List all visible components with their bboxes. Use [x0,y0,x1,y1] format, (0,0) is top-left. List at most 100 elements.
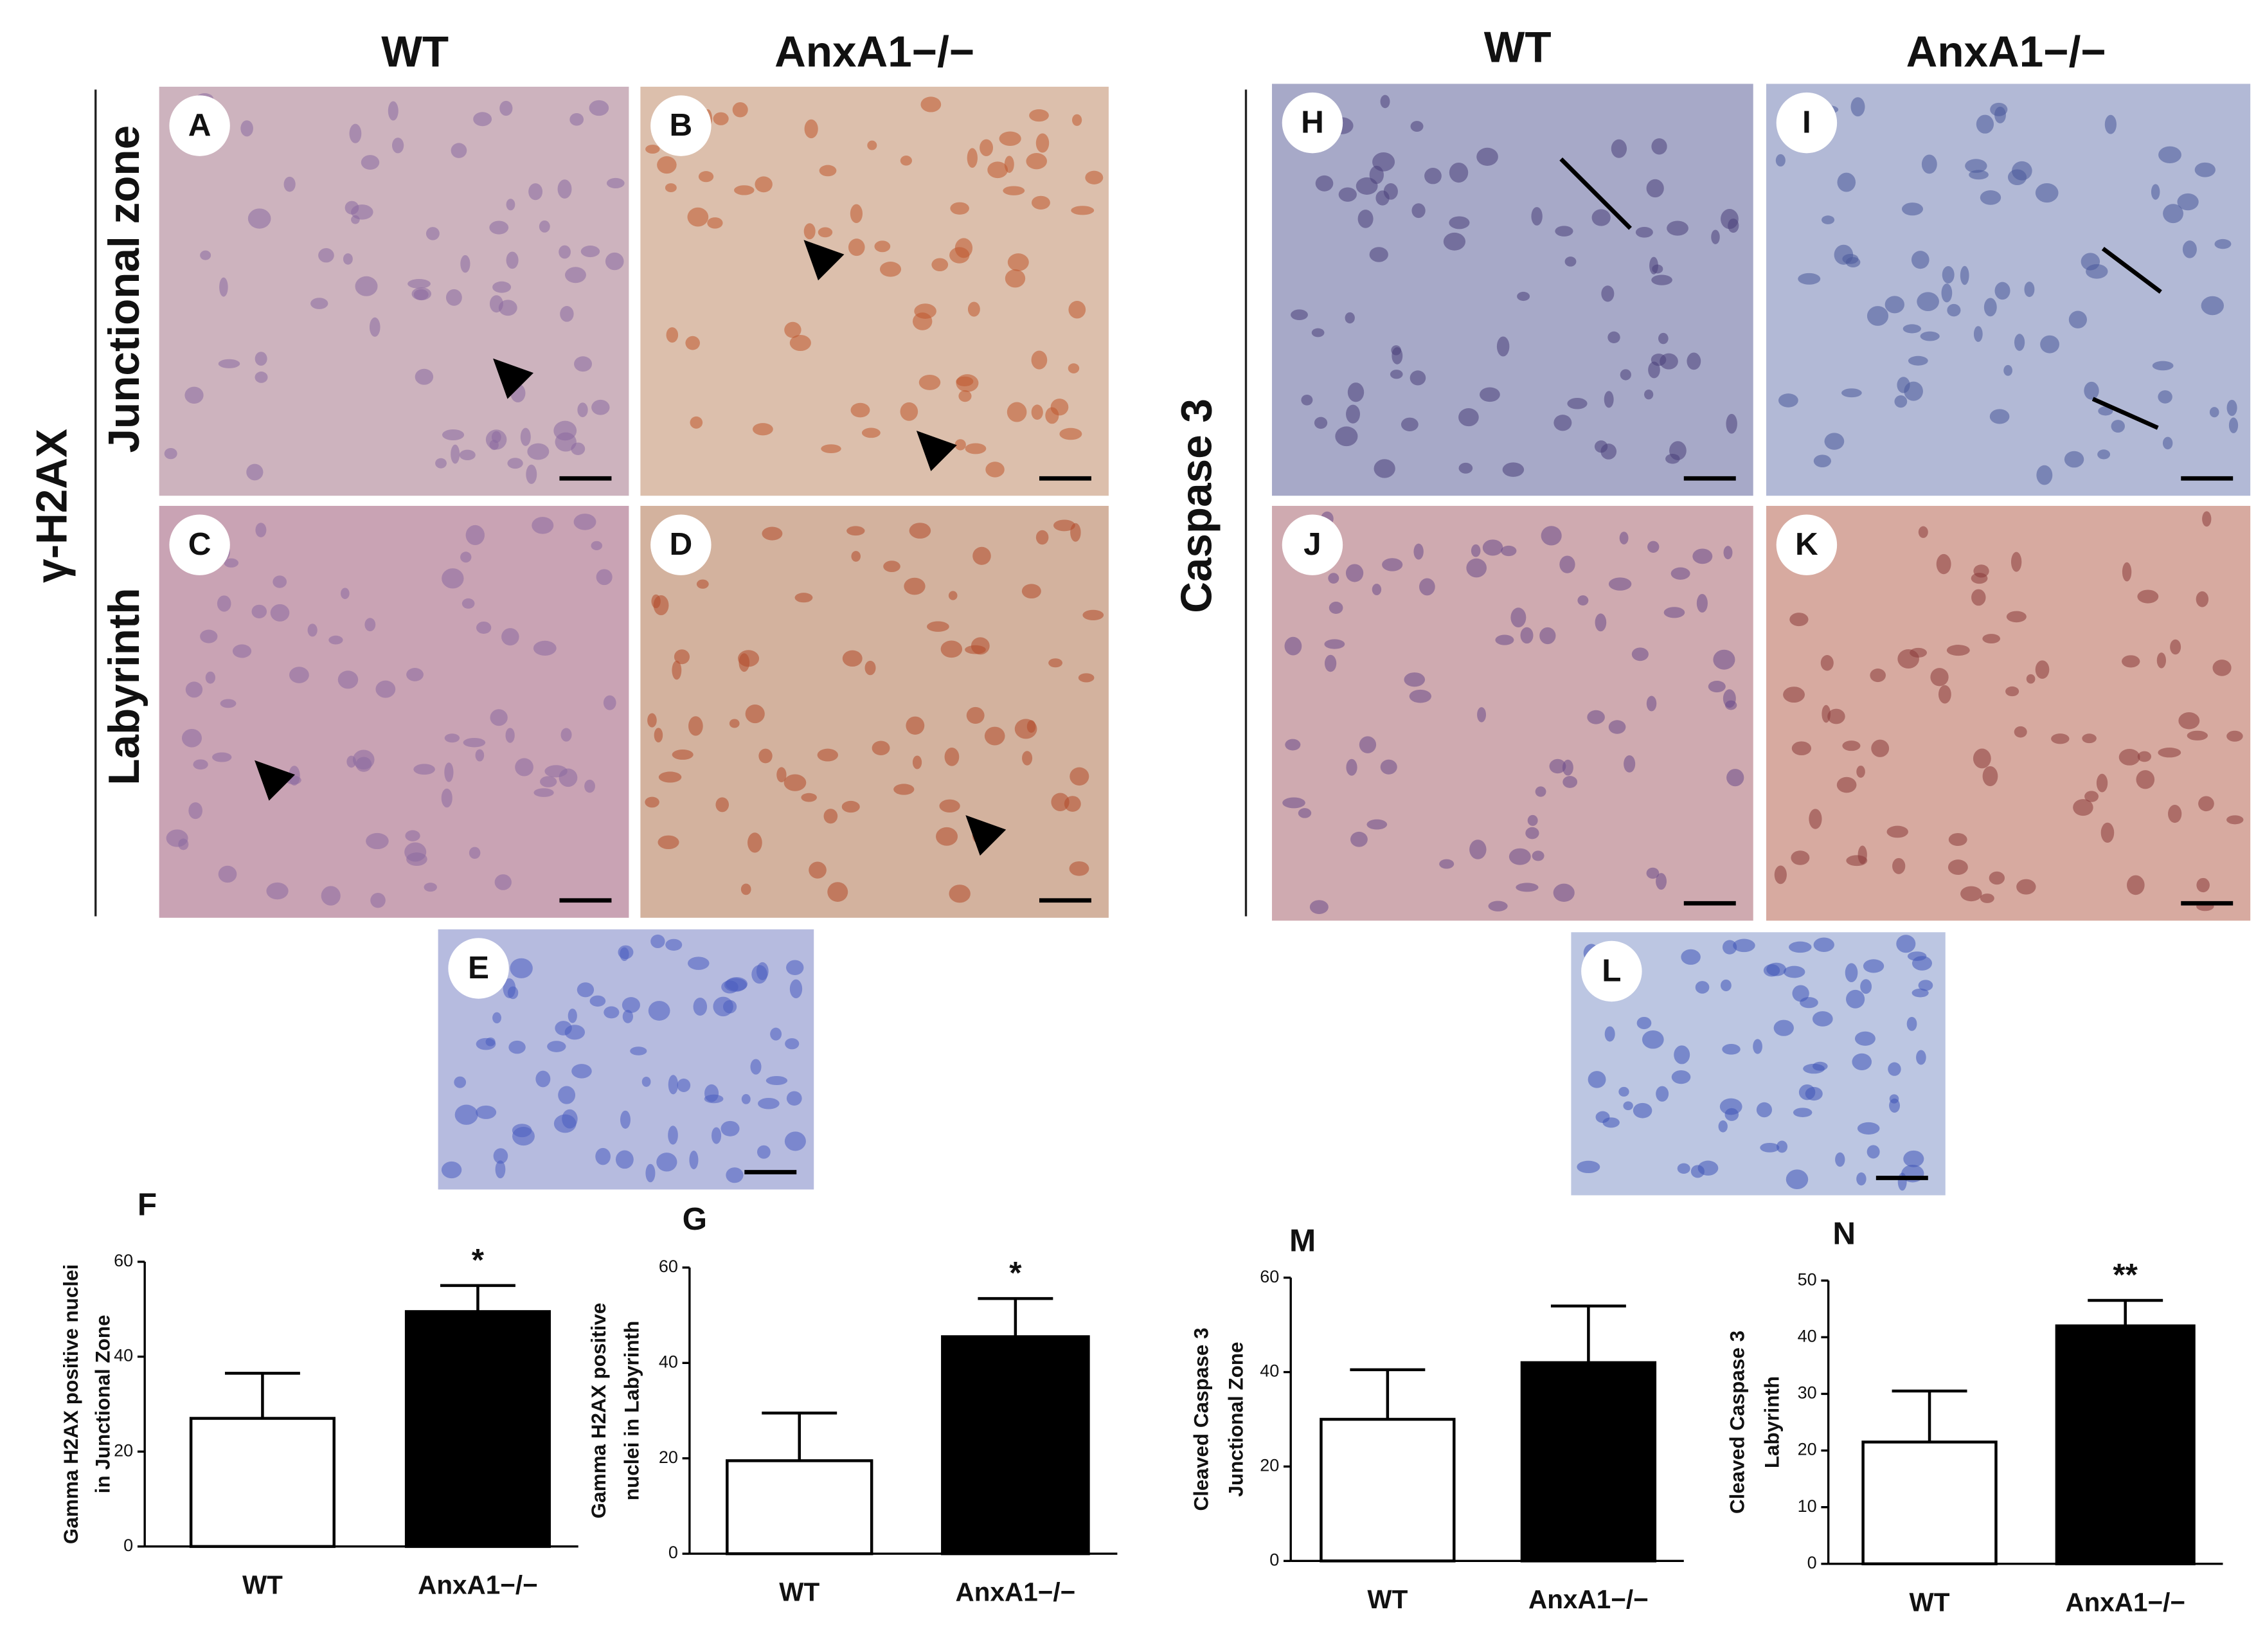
nucleus [2016,879,2036,895]
nucleus [2064,451,2084,468]
nucleus [1946,645,1970,656]
nucleus [1029,109,1049,122]
nucleus [533,788,554,797]
nucleus [2014,726,2027,738]
nucleus [251,604,267,618]
nucleus [1071,114,1082,126]
nucleus [851,551,861,562]
nucleus [750,1059,762,1075]
nucleus [603,695,616,710]
nucleus [950,202,969,215]
nucleus [696,579,709,589]
nucleus [1021,584,1041,599]
nucleus [883,561,900,573]
nucleus [1948,833,1967,846]
nucleus [1604,391,1614,408]
nucleus [507,458,523,469]
nucleus [1553,883,1575,902]
nucleus [1070,523,1081,542]
nucleus [1842,253,1859,264]
nucleus [1692,548,1713,564]
nucleus [900,402,918,421]
nucleus [2212,660,2232,676]
nucleus [879,262,902,277]
nucleus [1564,256,1577,267]
nucleus [1301,394,1313,406]
nucleus [508,1040,526,1054]
nucleus [756,1145,771,1159]
nucleus [1850,97,1865,117]
y-axis-label: nuclei in Labyrinth [620,1321,643,1501]
nucleus [1284,636,1302,656]
nucleus [1897,1172,1907,1191]
nucleus [1911,251,1929,269]
nucleus [909,523,931,539]
nucleus [620,947,629,962]
x-tick-label: WT [779,1577,819,1607]
nucleus [1458,408,1479,427]
nucleus [343,253,353,265]
nucleus [2158,390,2172,404]
nucleus [1777,1140,1788,1153]
nucleus [1965,159,1987,173]
nucleus [553,420,577,441]
nucleus [1669,441,1687,460]
nucleus [1841,388,1862,398]
nucleus [1502,462,1525,477]
nucleus [1035,530,1049,545]
nucleus [1611,139,1627,158]
nucleus [1713,649,1735,670]
nucleus [1885,296,1904,314]
panel-badge [1581,940,1642,1002]
nucleus [1960,265,1969,285]
nucleus [850,204,863,223]
nucleus [765,1076,788,1085]
nucleus [217,595,231,612]
nucleus [936,827,958,846]
nucleus [665,183,677,193]
nucleus [753,423,773,436]
nucleus [1647,541,1660,553]
nucleus [337,670,359,689]
nucleus [1014,719,1037,739]
nucleus [1633,1102,1652,1118]
nucleus [842,650,863,667]
nucleus [492,1012,501,1024]
nucleus [1973,326,1983,342]
nucleus [346,755,357,768]
nucleus [1315,175,1334,192]
nucleus [1608,720,1626,734]
stain-label: Caspase 3 [1172,399,1221,613]
nucleus [1697,1160,1719,1176]
nucleus [224,558,239,568]
nucleus [442,568,464,589]
nucleus [762,526,783,541]
nucleus [1562,776,1578,788]
nucleus [2084,791,2099,802]
nucleus [1559,555,1575,573]
nucleus [2104,114,2117,134]
nucleus [1646,179,1664,198]
nucleus [2040,335,2059,354]
nucleus [2111,420,2125,433]
nucleus [1726,413,1737,434]
nucleus [2158,747,2181,758]
nucleus [569,113,584,126]
nucleus [1366,819,1388,830]
y-axis-label: in Junctional Zone [92,1315,114,1493]
nucleus [1813,1061,1828,1071]
panel-label: K [1795,526,1818,562]
nucleus [540,776,557,787]
nucleus [1369,247,1388,262]
nucleus [1482,539,1503,556]
nucleus [1733,938,1755,953]
y-axis-label: Junctional Zone [1224,1342,1247,1496]
nucleus [1753,1039,1762,1054]
nucleus [1824,433,1845,450]
bar [2055,1324,2196,1566]
nucleus [958,390,972,402]
nucleus [591,541,603,550]
nucleus [1520,627,1534,644]
bar [726,1459,873,1556]
nucleus [1903,1150,1924,1167]
